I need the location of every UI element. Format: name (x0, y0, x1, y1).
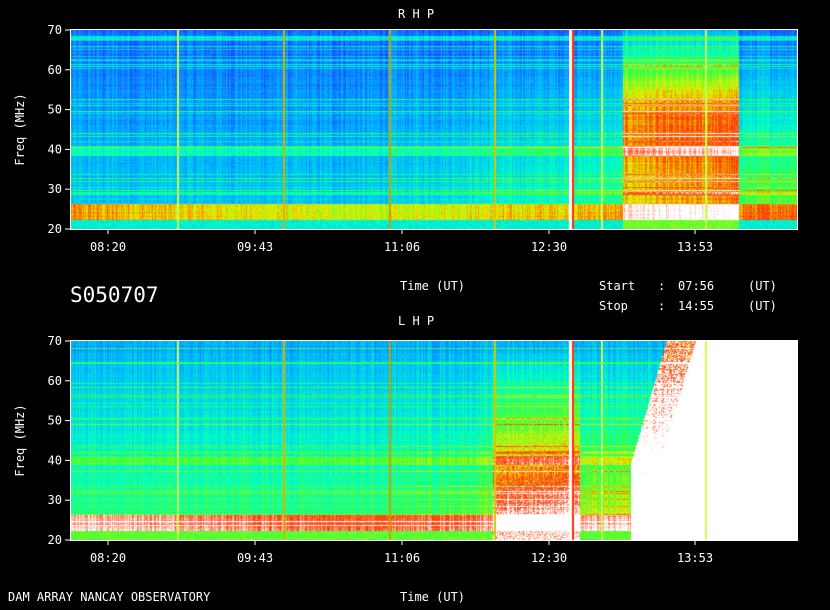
bottom-x-tick-label: 11:06 (384, 551, 420, 565)
bottom-spectrogram (71, 341, 797, 540)
session-id: S050707 (70, 283, 159, 307)
bottom-spectrogram-canvas (71, 341, 797, 540)
top-y-axis-label: Freq (MHz) (13, 93, 27, 165)
bottom-y-tick-label: 60 (48, 374, 62, 388)
top-x-axis-label: Time (UT) (400, 279, 466, 293)
stop-time: 14:55 (678, 299, 715, 313)
top-x-tick-label: 12:30 (531, 240, 567, 254)
start-unit: (UT) (748, 279, 777, 293)
top-y-tick-label: 30 (48, 182, 62, 196)
top-x-tick-label: 13:53 (677, 240, 713, 254)
top-x-tick-label: 11:06 (384, 240, 420, 254)
top-y-tick-label: 60 (48, 63, 62, 77)
bottom-chart-title: L H P (398, 314, 435, 328)
stop-colon: : (658, 299, 666, 313)
bottom-y-tick-label: 70 (48, 334, 62, 348)
bottom-x-tick-label: 08:20 (90, 551, 126, 565)
bottom-y-tick-label: 40 (48, 453, 62, 467)
bottom-y-tick-label: 20 (48, 533, 62, 547)
observatory-label: DAM ARRAY NANCAY OBSERVATORY (8, 590, 211, 604)
bottom-x-axis-label: Time (UT) (400, 590, 466, 604)
top-x-tick-label: 08:20 (90, 240, 126, 254)
top-y-tick-label: 20 (48, 222, 62, 236)
bottom-y-tick-label: 30 (48, 493, 62, 507)
bottom-x-tick-label: 12:30 (531, 551, 567, 565)
top-y-tick-label: 50 (48, 103, 62, 117)
bottom-y-tick-label: 50 (48, 414, 62, 428)
start-colon: : (658, 279, 666, 293)
stop-label: Stop (599, 299, 628, 313)
start-label: Start (599, 279, 636, 293)
bottom-x-tick-label: 13:53 (677, 551, 713, 565)
bottom-x-tick-label: 09:43 (237, 551, 273, 565)
start-time: 07:56 (678, 279, 715, 293)
stop-unit: (UT) (748, 299, 777, 313)
top-y-tick-label: 40 (48, 142, 62, 156)
top-chart-title: R H P (398, 7, 435, 21)
top-spectrogram-canvas (71, 30, 797, 229)
bottom-y-axis-label: Freq (MHz) (13, 404, 27, 476)
top-spectrogram (71, 30, 797, 229)
top-x-tick-label: 09:43 (237, 240, 273, 254)
top-y-tick-label: 70 (48, 23, 62, 37)
